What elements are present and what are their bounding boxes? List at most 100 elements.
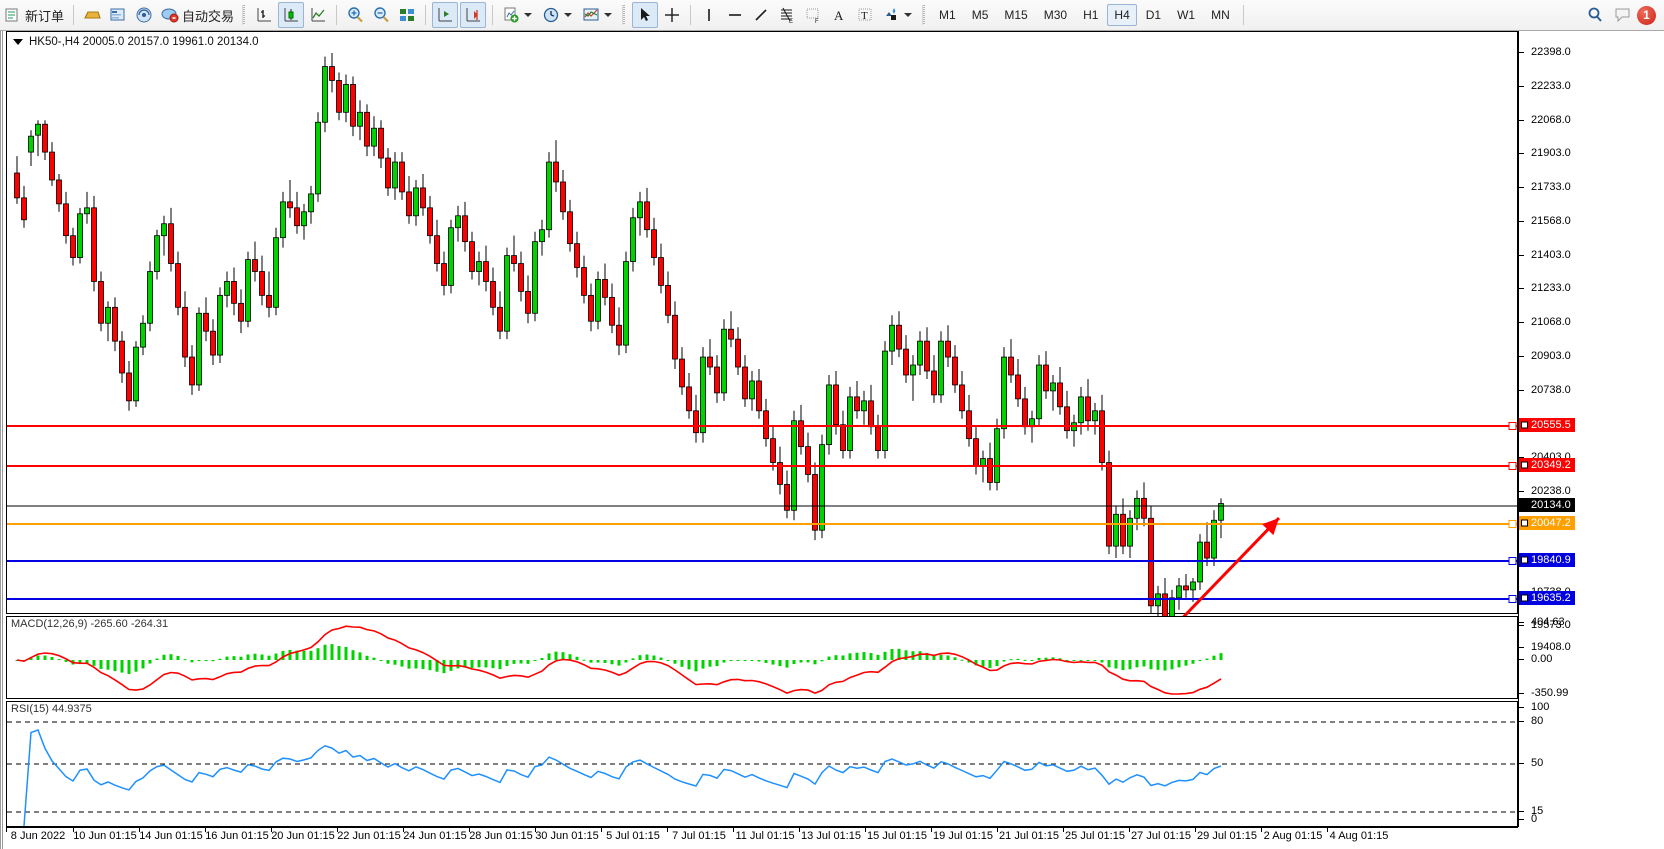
chevron-down-icon-4[interactable] [904, 13, 913, 17]
timeframe-m1[interactable]: M1 [939, 8, 956, 22]
terminal-button[interactable] [106, 2, 130, 28]
candle [273, 227, 279, 316]
candle [231, 267, 237, 316]
price-pane[interactable]: HK50-,H4 20005.0 20157.0 19961.0 20134.0 [6, 31, 1518, 636]
last-price-label[interactable]: 20134.0 [1519, 498, 1575, 512]
timeframe-m15[interactable]: M15 [1004, 8, 1028, 22]
chevron-down-icon-3[interactable] [604, 13, 613, 17]
level-handle[interactable] [1521, 421, 1528, 429]
support-level-2[interactable]: 19635.2 [1519, 591, 1575, 605]
crosshair-button[interactable] [660, 2, 684, 28]
macd-histogram-bar [771, 660, 775, 665]
trend-arrow[interactable] [1165, 516, 1281, 636]
svg-text:T: T [861, 10, 868, 22]
macd-histogram-bar [169, 654, 173, 660]
shapes-button[interactable] [879, 2, 917, 28]
new-chart-button[interactable] [499, 2, 537, 28]
entry-level[interactable]: 20047.2 [1519, 516, 1575, 530]
candlestick-chart-button[interactable] [278, 2, 305, 28]
macd-histogram-bar [344, 646, 348, 660]
toolbar-grip-3[interactable] [922, 5, 928, 25]
macd-pane[interactable]: MACD(12,26,9) -265.60 -264.31 [6, 616, 1518, 699]
period-button[interactable] [539, 2, 577, 28]
auto-trading-label: 自动交易 [182, 8, 235, 24]
line-chart-button[interactable] [306, 2, 330, 28]
auto-scroll-icon [464, 6, 482, 24]
search-icon[interactable] [1585, 5, 1605, 25]
candle [105, 301, 111, 342]
time-axis[interactable]: 8 Jun 2022 10 Jun 01:15 14 Jun 01:15 16 Jun… [6, 827, 1518, 849]
macd-histogram-bar [757, 660, 761, 662]
chart-menu-icon[interactable] [13, 39, 23, 45]
time-tick-mark [601, 827, 602, 832]
toolbar-grip[interactable] [242, 5, 248, 25]
toolbar-grip-2[interactable] [622, 5, 628, 25]
time-tick-mark [1129, 827, 1130, 832]
timeframe-h4[interactable]: H4 [1107, 4, 1137, 26]
macd-title: MACD(12,26,9) -265.60 -264.31 [11, 618, 169, 630]
trendline-button[interactable] [749, 2, 773, 28]
level-handle[interactable] [1521, 461, 1528, 469]
timeframe-mn[interactable]: MN [1211, 8, 1230, 22]
macd-histogram-bar [1212, 655, 1216, 660]
candle [224, 271, 230, 308]
macd-histogram-bar [442, 660, 446, 674]
cursor-button[interactable] [632, 2, 659, 28]
notification-icon[interactable] [1613, 4, 1635, 26]
tile-windows-button[interactable] [395, 2, 419, 28]
candle [203, 297, 209, 342]
support-level-1[interactable]: 19840.9 [1519, 553, 1575, 567]
zoom-out-button[interactable] [369, 2, 393, 28]
text-label-button[interactable]: T [853, 2, 877, 28]
price-tick: 20238.0 [1519, 485, 1571, 497]
level-handle[interactable] [1521, 519, 1528, 527]
resistance-level-2[interactable]: 20349.2 [1519, 458, 1575, 472]
macd-histogram-bar [365, 655, 369, 660]
auto-trading-button[interactable]: 自动交易 [158, 2, 237, 28]
macd-histogram-bar [988, 660, 992, 668]
equidistant-channel-button[interactable]: F [801, 2, 825, 28]
support-line-1[interactable] [7, 557, 1517, 565]
candle [434, 219, 440, 272]
timeframe-m5[interactable]: M5 [971, 8, 989, 22]
macd-histogram-bar [995, 660, 999, 667]
auto-scroll-button[interactable] [460, 2, 487, 28]
timeframe-m30[interactable]: M30 [1043, 8, 1068, 22]
timeframe-d1[interactable]: D1 [1145, 8, 1162, 22]
chart-shift-button[interactable] [432, 2, 459, 28]
rsi-tick: 50 [1519, 757, 1543, 769]
candle [329, 53, 335, 93]
vertical-line-button[interactable] [697, 2, 721, 28]
chevron-down-icon[interactable] [524, 13, 533, 17]
signal-button[interactable] [132, 2, 156, 28]
level-handle[interactable] [1521, 594, 1528, 602]
new-order-button[interactable]: 新订单 [1, 2, 67, 28]
horizontal-line-button[interactable] [723, 2, 747, 28]
notification-count-badge[interactable]: 1 [1637, 5, 1656, 25]
gold-bar-button[interactable] [80, 2, 104, 28]
indicators-button[interactable] [579, 2, 617, 28]
macd-histogram-bar [428, 660, 432, 671]
candle [623, 251, 629, 354]
support-line-2[interactable] [7, 595, 1517, 603]
macd-histogram-bar [1170, 660, 1174, 670]
zoom-in-button[interactable] [343, 2, 367, 28]
resistance-line-1[interactable] [7, 422, 1517, 430]
bar-chart-button[interactable] [252, 2, 276, 28]
fibonacci-button[interactable]: E [775, 2, 799, 28]
macd-histogram-bar [1002, 660, 1006, 662]
resistance-level-1[interactable]: 20555.5 [1519, 418, 1575, 432]
price-axis[interactable]: 22398.0 22233.0 22068.0 21903.0 21733.0 21568… [1518, 31, 1664, 827]
candle [805, 432, 811, 483]
timeframe-h1[interactable]: H1 [1083, 8, 1099, 22]
price-tick: 21403.0 [1519, 249, 1571, 261]
chevron-down-icon-2[interactable] [564, 13, 573, 17]
macd-histogram-bar [323, 644, 327, 660]
level-handle[interactable] [1521, 556, 1528, 564]
rsi-pane[interactable]: RSI(15) 44.9375 [6, 701, 1518, 827]
macd-histogram-bar [582, 659, 586, 661]
resistance-line-2[interactable] [7, 462, 1517, 470]
entry-line[interactable] [7, 520, 1517, 528]
text-button[interactable]: A [827, 2, 851, 28]
timeframe-w1[interactable]: W1 [1177, 8, 1196, 22]
